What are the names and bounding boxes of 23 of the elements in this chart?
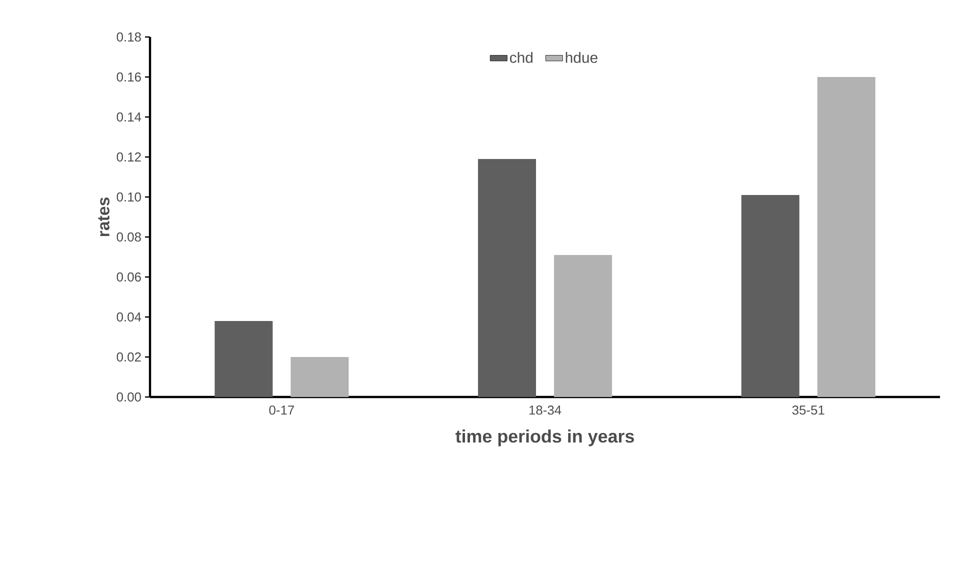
y-tick-label: 0.10 bbox=[116, 192, 141, 202]
bar bbox=[817, 76, 876, 397]
y-tick-label: 0.18 bbox=[116, 32, 141, 42]
bar bbox=[478, 158, 536, 397]
y-tick-label: 0.00 bbox=[116, 392, 141, 402]
y-tick-label: 0.12 bbox=[116, 152, 141, 162]
bar bbox=[554, 254, 612, 397]
y-tick-label: 0.02 bbox=[116, 352, 141, 362]
x-tick-label: 0-17 bbox=[269, 406, 294, 415]
bar bbox=[214, 320, 273, 397]
legend-label: hdue bbox=[566, 52, 598, 63]
y-tick-label: 0.06 bbox=[116, 272, 141, 282]
y-tick-label: 0.08 bbox=[116, 232, 141, 242]
x-tick-label: 35-51 bbox=[792, 406, 824, 415]
y-tick-label: 0.16 bbox=[116, 72, 141, 82]
y-tick-label: 0.14 bbox=[116, 112, 142, 122]
y-axis-title: rates bbox=[98, 197, 110, 236]
x-tick-label: 18-34 bbox=[529, 406, 562, 415]
bar bbox=[290, 356, 349, 397]
bar bbox=[741, 194, 800, 397]
y-tick-label: 0.04 bbox=[116, 312, 142, 322]
x-axis-title: time periods in years bbox=[456, 430, 634, 446]
legend-label: chd bbox=[510, 52, 532, 63]
